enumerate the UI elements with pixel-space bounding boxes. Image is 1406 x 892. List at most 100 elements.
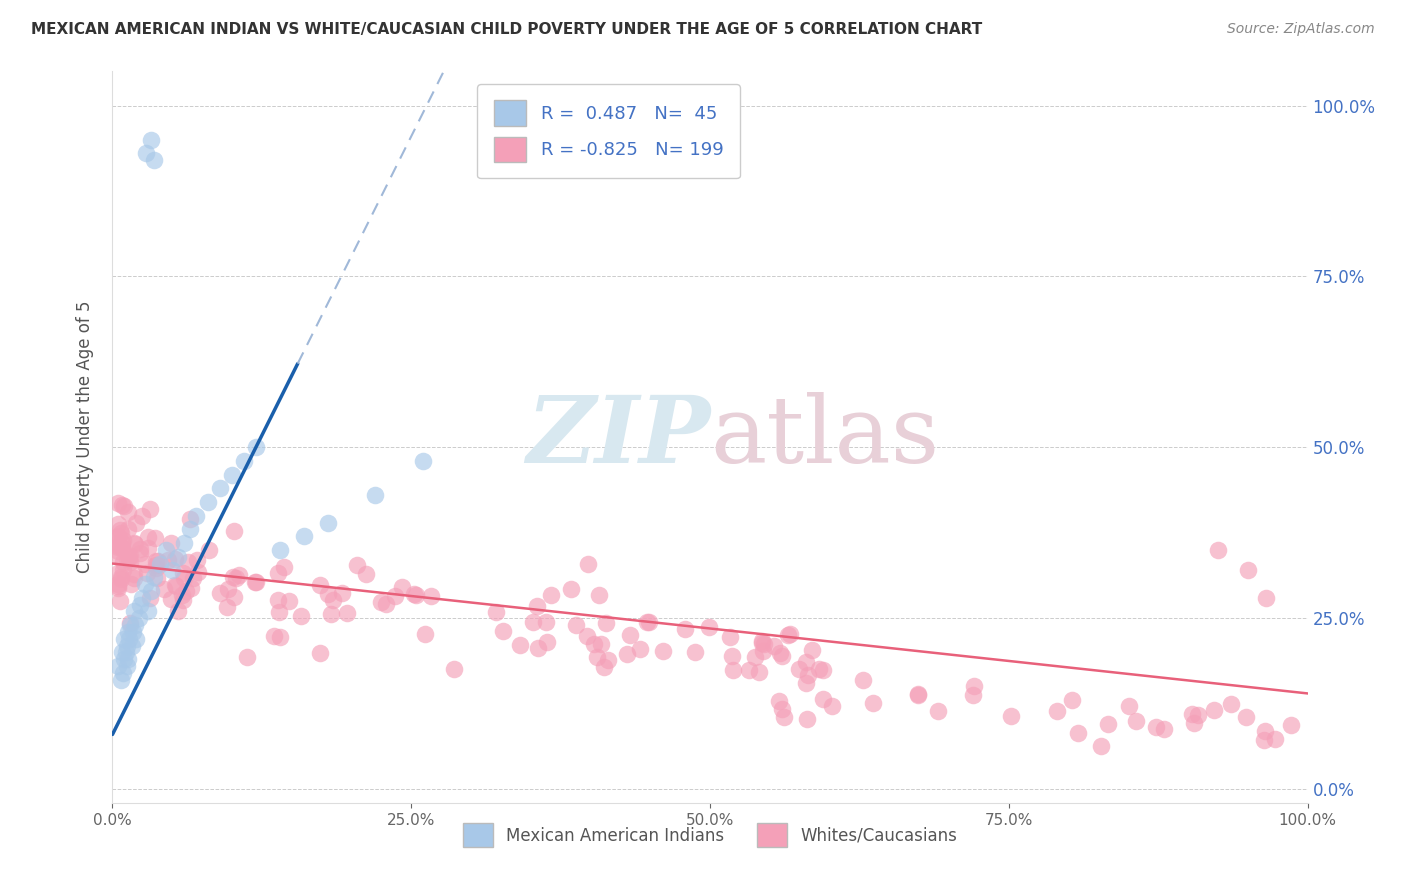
Point: [107, 581, 129, 595]
Point: [117, 522, 139, 536]
Point: [222, 570, 245, 584]
Point: [120, 618, 142, 632]
Point: [110, 570, 132, 584]
Point: [267, 592, 290, 607]
Point: [1062, 692, 1084, 706]
Point: [225, 571, 247, 585]
Point: [316, 516, 339, 530]
Point: [217, 582, 239, 596]
Point: [136, 541, 159, 555]
Point: [1000, 709, 1022, 723]
Point: [110, 573, 132, 587]
Point: [616, 647, 638, 661]
Point: [638, 615, 661, 629]
Point: [1234, 709, 1257, 723]
Point: [576, 629, 599, 643]
Point: [419, 589, 441, 603]
Point: [156, 553, 179, 567]
Point: [1182, 715, 1205, 730]
Point: [443, 662, 465, 676]
Point: [165, 578, 187, 592]
Point: [589, 637, 612, 651]
Point: [125, 516, 148, 530]
Point: [526, 599, 548, 613]
Point: [107, 529, 129, 543]
Point: [124, 536, 146, 550]
Point: [160, 591, 183, 606]
Point: [267, 566, 290, 580]
Point: [636, 615, 658, 629]
Point: [762, 639, 785, 653]
Point: [585, 650, 607, 665]
Point: [770, 648, 793, 663]
Point: [110, 673, 132, 687]
Point: [153, 582, 176, 596]
Point: [134, 577, 156, 591]
Point: [121, 624, 143, 639]
Point: [748, 665, 770, 680]
Point: [1187, 708, 1209, 723]
Point: [770, 702, 793, 716]
Point: [346, 558, 368, 572]
Point: [752, 644, 775, 658]
Point: [125, 632, 148, 646]
Point: [129, 541, 152, 556]
Point: [145, 554, 167, 568]
Point: [1067, 725, 1090, 739]
Point: [245, 440, 267, 454]
Point: [673, 623, 696, 637]
Point: [391, 580, 413, 594]
Point: [111, 541, 134, 556]
Point: [163, 551, 186, 566]
Point: [111, 533, 134, 547]
Point: [1254, 591, 1277, 605]
Point: [1220, 697, 1243, 711]
Point: [598, 653, 620, 667]
Point: [186, 553, 208, 567]
Point: [112, 555, 135, 569]
Point: [131, 591, 153, 605]
Point: [173, 571, 195, 585]
Point: [179, 522, 201, 536]
Point: [122, 604, 145, 618]
Point: [720, 630, 742, 644]
Point: [167, 603, 190, 617]
Point: [111, 498, 134, 512]
Point: [1153, 722, 1175, 736]
Point: [145, 561, 167, 575]
Point: [527, 641, 550, 656]
Point: [177, 555, 200, 569]
Point: [821, 698, 844, 713]
Point: [114, 632, 135, 646]
Point: [172, 588, 194, 602]
Point: [907, 688, 929, 702]
Point: [217, 600, 239, 615]
Text: atlas: atlas: [710, 392, 939, 482]
Point: [862, 696, 884, 710]
Point: [811, 663, 834, 677]
Point: [107, 579, 129, 593]
Point: [228, 567, 250, 582]
Point: [245, 575, 267, 590]
Point: [415, 627, 437, 641]
Point: [122, 570, 145, 584]
Point: [149, 557, 172, 571]
Point: [772, 710, 794, 724]
Point: [794, 655, 817, 669]
Point: [187, 566, 209, 580]
Point: [370, 595, 392, 609]
Point: [536, 635, 558, 649]
Point: [224, 524, 246, 539]
Point: [1202, 704, 1225, 718]
Point: [751, 636, 773, 650]
Point: [576, 558, 599, 572]
Point: [1279, 718, 1302, 732]
Point: [308, 646, 330, 660]
Point: [794, 675, 817, 690]
Point: [143, 153, 166, 168]
Point: [852, 673, 875, 688]
Point: [107, 496, 129, 510]
Point: [180, 581, 202, 595]
Point: [277, 594, 299, 608]
Y-axis label: Child Poverty Under the Age of 5: Child Poverty Under the Age of 5: [76, 301, 94, 574]
